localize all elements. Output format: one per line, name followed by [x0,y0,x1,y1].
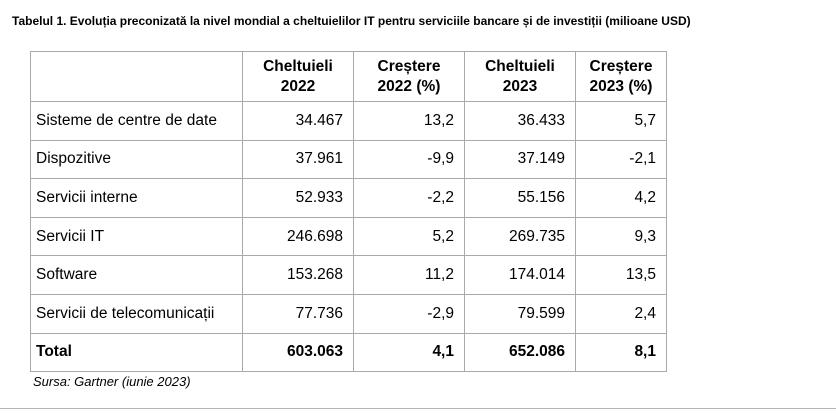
total-label: Total [30,332,243,373]
total-row: Total 603.063 4,1 652.086 8,1 [30,332,667,373]
spend-2022-cell: 34.467 [242,101,354,141]
growth-2023-cell: 2,4 [575,293,667,334]
spend-2022-cell: 246.698 [242,216,354,257]
spend-2023-cell: 269.735 [464,216,576,257]
row-label: Servicii IT [30,216,243,257]
growth-2022-cell: 11,2 [353,255,465,295]
table-caption: Tabelul 1. Evoluția preconizată la nivel… [12,14,691,28]
growth-2023-cell: 9,3 [575,216,667,257]
growth-2023-cell: -2,1 [575,139,667,180]
row-label: Software [30,255,243,295]
table-row: Servicii IT 246.698 5,2 269.735 9,3 [30,216,667,257]
growth-2022-cell: -2,9 [353,293,465,334]
spend-2022-cell: 153.268 [242,255,354,295]
source-note: Sursa: Gartner (iunie 2023) [33,374,191,389]
table-row: Servicii de telecomunicații 77.736 -2,9 … [30,293,667,334]
growth-2023-cell: 5,7 [575,101,667,141]
header-growth-2023: Creștere 2023 (%) [575,51,667,102]
table-row: Servicii interne 52.933 -2,2 55.156 4,2 [30,178,667,218]
row-label: Servicii interne [30,178,243,218]
table-row: Software 153.268 11,2 174.014 13,5 [30,255,667,295]
spend-2023-cell: 79.599 [464,293,576,334]
growth-2022-cell: -9,9 [353,139,465,180]
spend-2023-cell: 174.014 [464,255,576,295]
growth-2022-cell: -2,2 [353,178,465,218]
growth-2022-cell: 5,2 [353,216,465,257]
total-growth-2023: 8,1 [575,332,667,373]
total-spend-2023: 652.086 [464,332,576,373]
row-label: Servicii de telecomunicații [30,293,243,334]
spend-2022-cell: 37.961 [242,139,354,180]
spend-2023-cell: 36.433 [464,101,576,141]
header-empty [30,51,243,102]
row-label: Sisteme de centre de date [30,101,243,141]
growth-2022-cell: 13,2 [353,101,465,141]
it-spending-table: Cheltuieli 2022 Creștere 2022 (%) Cheltuie… [30,51,667,373]
row-label: Dispozitive [30,139,243,180]
header-growth-2022: Creștere 2022 (%) [353,51,465,102]
spend-2023-cell: 37.149 [464,139,576,180]
growth-2023-cell: 4,2 [575,178,667,218]
spend-2022-cell: 52.933 [242,178,354,218]
header-spend-2023: Cheltuieli 2023 [464,51,576,102]
total-growth-2022: 4,1 [353,332,465,373]
total-spend-2022: 603.063 [242,332,354,373]
table-row: Sisteme de centre de date 34.467 13,2 36… [30,101,667,141]
divider [0,408,836,409]
spend-2022-cell: 77.736 [242,293,354,334]
growth-2023-cell: 13,5 [575,255,667,295]
table-row: Dispozitive 37.961 -9,9 37.149 -2,1 [30,139,667,180]
header-spend-2022: Cheltuieli 2022 [242,51,354,102]
table-header-row: Cheltuieli 2022 Creștere 2022 (%) Cheltuie… [30,51,667,102]
spend-2023-cell: 55.156 [464,178,576,218]
